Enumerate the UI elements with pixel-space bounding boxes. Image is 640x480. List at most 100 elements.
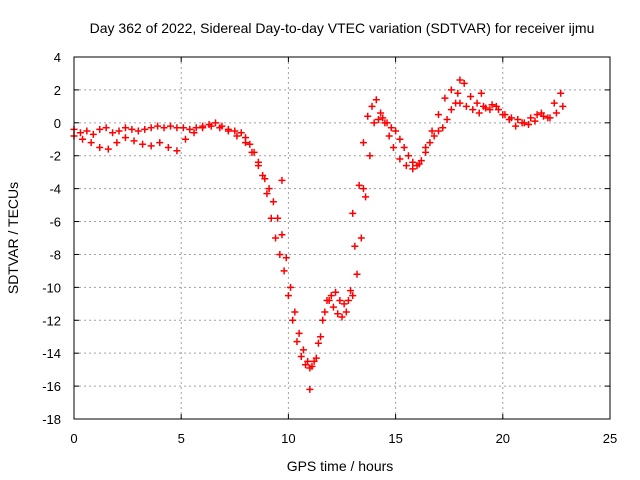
data-point bbox=[533, 111, 541, 119]
data-point bbox=[552, 109, 560, 117]
data-point bbox=[428, 127, 436, 135]
data-point bbox=[512, 122, 520, 130]
data-point bbox=[154, 122, 162, 130]
data-point bbox=[409, 158, 417, 166]
data-point bbox=[314, 339, 322, 347]
data-point bbox=[402, 162, 410, 170]
data-point bbox=[340, 300, 348, 308]
data-point bbox=[396, 135, 404, 143]
data-point bbox=[353, 270, 361, 278]
data-point bbox=[557, 89, 565, 97]
data-point bbox=[332, 288, 340, 296]
data-point bbox=[224, 127, 232, 135]
data-point bbox=[246, 140, 254, 148]
x-tick-label: 5 bbox=[178, 431, 185, 446]
data-point bbox=[392, 127, 400, 135]
data-point bbox=[409, 165, 417, 173]
data-point bbox=[109, 129, 117, 137]
data-point bbox=[492, 102, 500, 110]
data-point bbox=[447, 86, 455, 94]
x-tick-label: 0 bbox=[70, 431, 77, 446]
y-tick-label: -12 bbox=[42, 313, 61, 328]
data-point bbox=[242, 139, 250, 147]
data-point bbox=[480, 102, 488, 110]
data-point bbox=[263, 190, 271, 198]
data-point bbox=[156, 139, 164, 147]
data-point bbox=[282, 254, 290, 262]
data-point bbox=[190, 129, 198, 137]
data-point bbox=[385, 132, 393, 140]
data-point bbox=[96, 125, 104, 133]
data-point bbox=[499, 111, 507, 119]
y-tick-label: -10 bbox=[42, 280, 61, 295]
data-point bbox=[447, 106, 455, 114]
x-tick-label: 10 bbox=[281, 431, 295, 446]
y-tick-label: 2 bbox=[54, 83, 61, 98]
data-point bbox=[115, 127, 123, 135]
data-point bbox=[430, 132, 438, 140]
data-point bbox=[336, 297, 344, 305]
data-point bbox=[550, 99, 558, 107]
data-point bbox=[212, 119, 220, 127]
data-point bbox=[96, 144, 104, 151]
data-point bbox=[355, 181, 363, 189]
data-point bbox=[267, 214, 275, 222]
data-point bbox=[321, 308, 329, 316]
y-tick-label: -18 bbox=[42, 412, 61, 427]
data-point bbox=[329, 303, 337, 311]
y-tick-label: -14 bbox=[42, 346, 61, 361]
data-point bbox=[233, 132, 241, 140]
data-point bbox=[525, 120, 533, 128]
data-point bbox=[374, 116, 382, 124]
data-point bbox=[544, 114, 552, 122]
y-tick-label: -2 bbox=[49, 149, 61, 164]
data-point bbox=[396, 155, 404, 163]
data-point bbox=[216, 124, 224, 132]
y-tick-label: 4 bbox=[54, 50, 61, 65]
data-point bbox=[304, 357, 312, 365]
data-point bbox=[287, 283, 295, 291]
series-1 bbox=[70, 79, 565, 370]
data-point bbox=[306, 385, 314, 393]
data-point bbox=[278, 176, 286, 184]
data-point bbox=[379, 114, 387, 122]
data-point bbox=[559, 102, 567, 110]
data-point bbox=[460, 79, 468, 87]
data-point bbox=[102, 124, 110, 132]
data-point bbox=[141, 125, 149, 133]
series-0 bbox=[70, 99, 567, 372]
x-axis-label: GPS time / hours bbox=[287, 458, 394, 474]
data-point bbox=[359, 185, 367, 193]
data-point bbox=[179, 124, 187, 132]
data-point bbox=[276, 250, 284, 258]
data-point bbox=[377, 109, 385, 117]
data-point bbox=[441, 94, 449, 102]
data-point bbox=[342, 308, 350, 316]
data-point bbox=[439, 124, 447, 132]
data-point bbox=[134, 127, 142, 135]
data-point bbox=[278, 231, 286, 239]
data-point bbox=[254, 162, 262, 170]
chart-title: Day 362 of 2022, Sidereal Day-to-day VTE… bbox=[90, 20, 595, 36]
y-tick-label: -6 bbox=[49, 215, 61, 230]
data-point bbox=[338, 313, 346, 321]
data-point bbox=[87, 139, 95, 147]
data-point bbox=[160, 124, 168, 132]
data-point bbox=[462, 102, 470, 110]
data-point bbox=[477, 89, 485, 97]
data-point bbox=[351, 242, 359, 250]
data-point bbox=[359, 139, 367, 147]
data-point bbox=[475, 109, 483, 117]
data-point bbox=[173, 147, 181, 155]
data-point bbox=[308, 362, 316, 370]
data-point bbox=[319, 316, 327, 324]
data-point bbox=[537, 109, 545, 117]
data-point bbox=[192, 124, 200, 132]
data-point bbox=[274, 214, 282, 222]
data-point bbox=[426, 139, 434, 147]
data-point bbox=[467, 92, 475, 100]
data-point bbox=[248, 148, 256, 156]
data-point bbox=[231, 127, 239, 135]
data-point bbox=[173, 124, 181, 132]
data-point bbox=[422, 144, 430, 151]
